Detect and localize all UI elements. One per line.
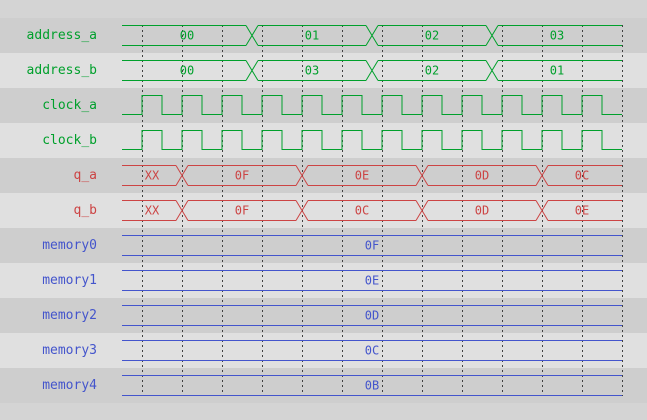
wave-value-label: 0D xyxy=(475,169,489,183)
wave-memory2: 0D xyxy=(122,305,622,326)
signal-label-q_a[interactable]: q_a xyxy=(73,167,97,183)
wave-memory1: 0E xyxy=(122,270,622,291)
signal-label-clock_a[interactable]: clock_a xyxy=(42,97,97,113)
wave-value-label: 0C xyxy=(365,344,379,358)
signal-label-memory1[interactable]: memory1 xyxy=(42,272,97,288)
wave-value-label: 0D xyxy=(475,204,489,218)
wave-clock_a xyxy=(122,95,622,115)
row-band-memory3 xyxy=(0,333,647,368)
wave-q_b: XX 0F 0C 0D 0E xyxy=(122,200,622,221)
signal-label-clock_b[interactable]: clock_b xyxy=(42,132,97,148)
signal-label-address_b[interactable]: address_b xyxy=(26,62,97,78)
wave-value-label: 00 xyxy=(180,29,194,43)
wave-value-label: 0B xyxy=(365,379,379,393)
wave-value-label: 01 xyxy=(550,64,564,78)
row-band-memory4 xyxy=(0,368,647,403)
wave-address_b: 00 03 02 01 xyxy=(122,60,622,81)
wave-value-label: XX xyxy=(145,204,160,218)
signal-label-memory0[interactable]: memory0 xyxy=(42,237,97,253)
wave-value-label: 02 xyxy=(425,64,439,78)
wave-clock_b xyxy=(122,130,622,150)
wave-memory4: 0B xyxy=(122,375,622,396)
row-band-memory0 xyxy=(0,228,647,263)
row-band-q_a xyxy=(0,158,647,193)
wave-value-label: 03 xyxy=(550,29,564,43)
wave-value-label: 01 xyxy=(305,29,319,43)
row-band-clock_b xyxy=(0,123,647,158)
wave-value-label: 02 xyxy=(425,29,439,43)
wave-value-label: 0F xyxy=(235,204,249,218)
row-band-q_b xyxy=(0,193,647,228)
row-band-address_b xyxy=(0,53,647,88)
wave-value-label: XX xyxy=(145,169,160,183)
wave-memory3: 0C xyxy=(122,340,622,361)
signal-label-memory2[interactable]: memory2 xyxy=(42,307,97,323)
wave-value-label: 0E xyxy=(575,204,589,218)
row-band-address_a xyxy=(0,18,647,53)
wave-value-label: 0E xyxy=(365,274,379,288)
wave-value-label: 0C xyxy=(355,204,369,218)
wave-value-label: 0F xyxy=(365,239,379,253)
wave-value-label: 00 xyxy=(180,64,194,78)
wave-value-label: 0C xyxy=(575,169,589,183)
row-band-memory2 xyxy=(0,298,647,333)
signal-label-memory3[interactable]: memory3 xyxy=(42,342,97,358)
signal-label-q_b[interactable]: q_b xyxy=(73,202,97,218)
wave-value-label: 03 xyxy=(305,64,319,78)
row-band-memory1 xyxy=(0,263,647,298)
wave-value-label: 0E xyxy=(355,169,369,183)
wave-address_a: 00 01 02 03 xyxy=(122,25,622,46)
wave-value-label: 0D xyxy=(365,309,379,323)
wave-value-label: 0F xyxy=(235,169,249,183)
signal-label-memory4[interactable]: memory4 xyxy=(42,377,97,393)
wave-memory0: 0F xyxy=(122,235,622,256)
signal-label-address_a[interactable]: address_a xyxy=(26,27,97,43)
row-band-clock_a xyxy=(0,88,647,123)
wave-q_a: XX 0F 0E 0D 0C xyxy=(122,165,622,186)
